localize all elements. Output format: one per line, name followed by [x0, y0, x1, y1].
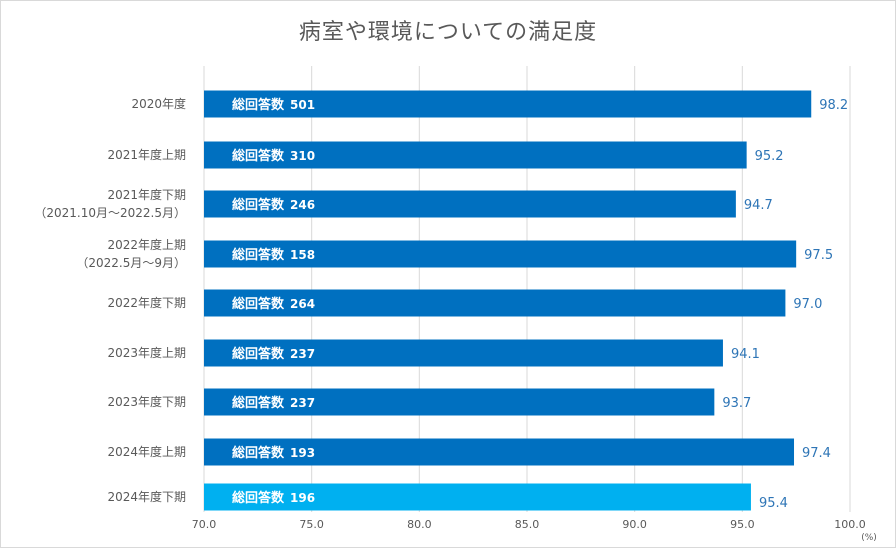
bars: 総回答数 501 98.2 総回答数 310 95.2 総回答数 246 94.7 総回答数 158…	[204, 90, 848, 511]
bar	[204, 141, 747, 169]
bar-value-label: 95.2	[755, 149, 784, 164]
grid-lines	[203, 66, 851, 512]
bar	[204, 483, 751, 511]
bar-value-label: 97.5	[804, 248, 833, 263]
unit-label: (%)	[861, 533, 877, 543]
bar-value-label: 97.0	[793, 297, 822, 312]
category-label: 2021年度下期	[107, 187, 186, 202]
bar	[204, 339, 723, 367]
bar	[204, 190, 736, 218]
bar-response-label: 総回答数 246	[232, 197, 315, 213]
x-tick-label: 90.0	[622, 518, 647, 531]
x-tick-label: 80.0	[407, 518, 432, 531]
bar-response-label: 総回答数 196	[232, 490, 315, 506]
bar-value-label: 97.4	[802, 446, 831, 461]
bar-response-label: 総回答数 193	[232, 445, 315, 461]
category-label: 2023年度上期	[107, 345, 186, 360]
bar-response-label: 総回答数 237	[232, 395, 315, 411]
bar	[204, 438, 795, 466]
category-label: 2022年度上期	[107, 237, 186, 252]
category-labels: 2020年度 2021年度上期 2021年度下期 （2021.10月～2022.5月）…	[34, 96, 186, 504]
bar-response-label: 総回答数 501	[232, 97, 315, 113]
bar-response-label: 総回答数 264	[232, 296, 315, 312]
chart-title: 病室や環境についての満足度	[298, 20, 598, 45]
bar-value-label: 93.7	[722, 396, 751, 411]
bar	[204, 90, 812, 118]
category-label: （2022.5月～9月）	[76, 256, 186, 270]
category-label: 2022年度下期	[107, 295, 186, 310]
category-label: （2021.10月～2022.5月）	[34, 206, 186, 220]
category-label: 2024年度下期	[107, 489, 186, 504]
bar-response-label: 総回答数 237	[232, 346, 315, 362]
bar-response-label: 総回答数 310	[232, 148, 315, 164]
x-tick-label: 85.0	[515, 518, 540, 531]
category-label: 2024年度上期	[107, 444, 186, 459]
bar-value-label: 94.1	[731, 347, 760, 362]
bar-response-label: 総回答数 158	[232, 247, 315, 263]
x-tick-label: 95.0	[730, 518, 755, 531]
x-tick-label: 100.0	[834, 518, 866, 531]
x-tick-label: 70.0	[192, 518, 217, 531]
bar	[204, 289, 786, 317]
bar	[204, 388, 715, 416]
x-tick-label: 75.0	[299, 518, 324, 531]
bar	[204, 240, 797, 268]
category-label: 2020年度	[131, 96, 186, 111]
category-label: 2021年度上期	[107, 147, 186, 162]
x-tick-labels: 70.0 75.0 80.0 85.0 90.0 95.0 100.0 (%)	[192, 518, 877, 543]
bar-value-label: 95.4	[759, 496, 788, 511]
bar-value-label: 94.7	[744, 198, 773, 213]
bar-value-label: 98.2	[819, 98, 848, 113]
category-label: 2023年度下期	[107, 394, 186, 409]
